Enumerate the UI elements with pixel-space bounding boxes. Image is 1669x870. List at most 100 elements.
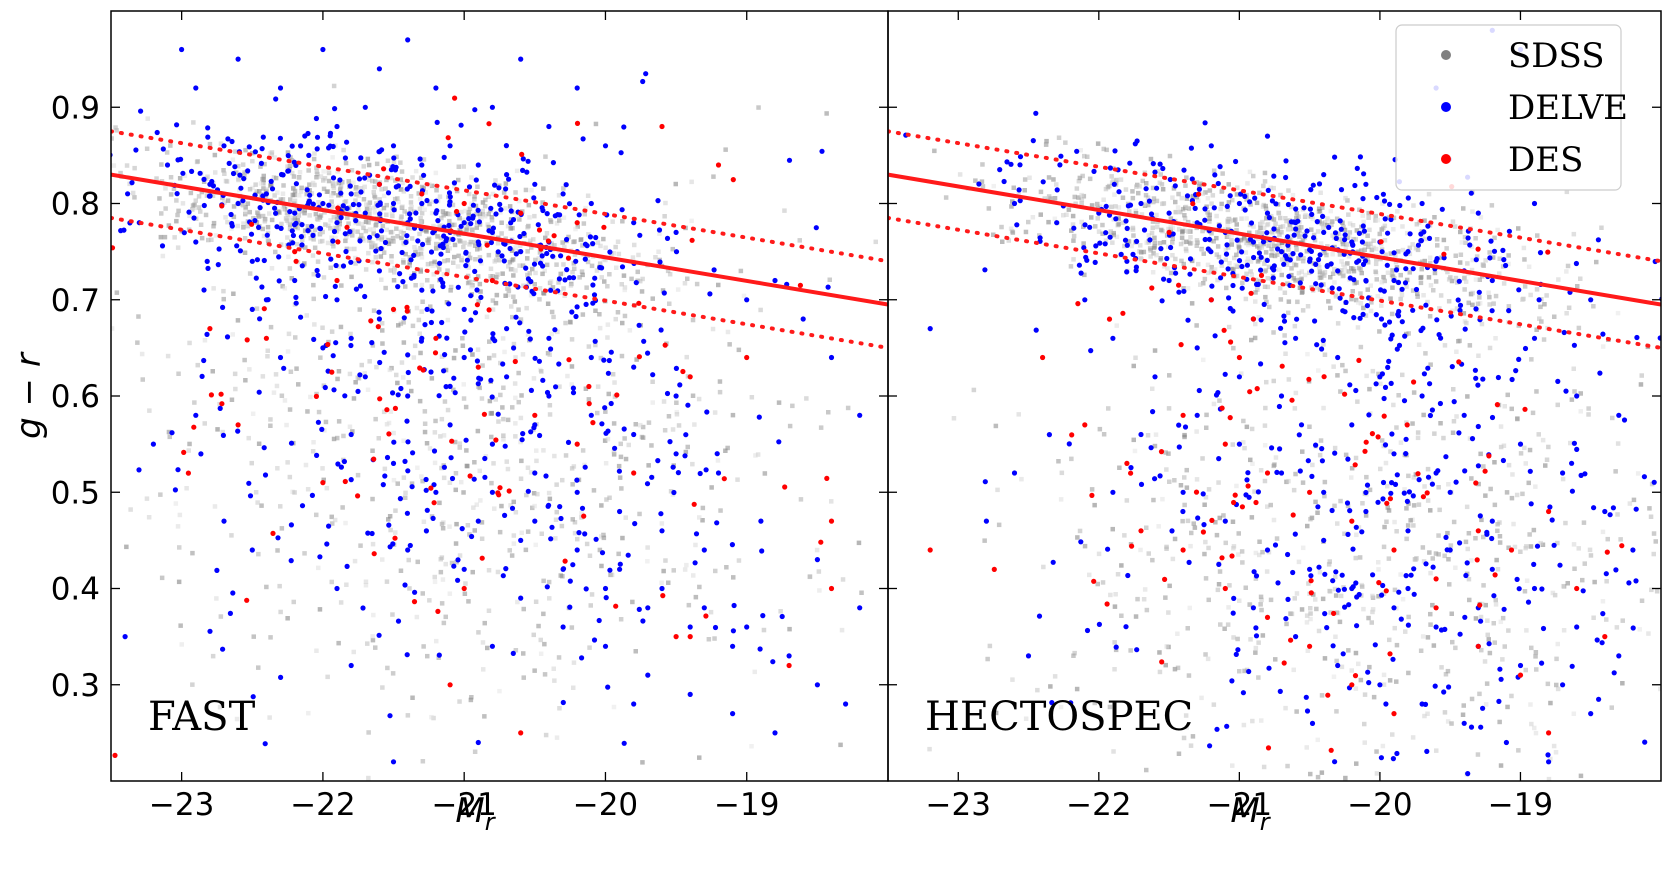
sdss-bin [303, 462, 309, 468]
delve-point [548, 287, 554, 293]
sdss-bin [1097, 229, 1102, 234]
sdss-bin [1218, 206, 1223, 212]
delve-point [382, 473, 388, 479]
sdss-bin [1253, 277, 1259, 283]
sdss-bin [523, 187, 529, 193]
sdss-bin [611, 704, 617, 710]
delve-point [1036, 613, 1043, 619]
sdss-bin [1315, 510, 1320, 515]
sdss-bin [398, 216, 404, 221]
sdss-bin [362, 371, 367, 376]
sdss-bin [1165, 266, 1170, 271]
sdss-bin [1544, 293, 1549, 298]
sdss-bin [456, 164, 461, 169]
delve-point [574, 477, 580, 483]
sdss-bin [532, 503, 537, 509]
sdss-bin [1155, 224, 1160, 230]
sdss-bin [102, 204, 107, 209]
sdss-bin [1194, 194, 1200, 200]
sdss-bin [330, 521, 335, 526]
sdss-bin [1425, 498, 1431, 503]
delve-point [1293, 335, 1299, 341]
sdss-bin [551, 666, 556, 671]
des-point [420, 367, 426, 373]
sdss-bin [257, 189, 262, 194]
sdss-bin [1035, 687, 1040, 693]
sdss-bin [1588, 553, 1594, 558]
sdss-bin [1211, 702, 1217, 707]
des-point [614, 392, 620, 398]
sdss-bin [433, 246, 439, 251]
sdss-bin [1391, 215, 1397, 221]
delve-point [391, 439, 397, 445]
sdss-bin [1115, 572, 1121, 577]
sdss-bin [575, 536, 580, 542]
sdss-bin [405, 713, 411, 718]
sdss-bin [469, 175, 474, 180]
sdss-bin [555, 329, 560, 335]
delve-point [1456, 430, 1462, 436]
sdss-bin [273, 175, 279, 181]
sdss-bin [1358, 248, 1364, 253]
sdss-bin [1187, 605, 1192, 611]
sdss-bin [1421, 412, 1426, 418]
des-point [689, 237, 695, 243]
sdss-bin [700, 518, 705, 523]
sdss-bin [1340, 362, 1345, 368]
sdss-bin [1268, 597, 1274, 603]
sdss-bin [1226, 605, 1231, 610]
sdss-bin [1362, 692, 1368, 697]
sdss-bin [1422, 484, 1427, 489]
delve-point [1285, 201, 1291, 208]
des-point [744, 354, 750, 361]
delve-point [565, 439, 572, 445]
sdss-bin [1359, 256, 1365, 261]
sdss-bin [1467, 597, 1472, 603]
sdss-bin [422, 409, 428, 414]
sdss-bin [318, 174, 324, 179]
sdss-bin [1500, 264, 1506, 269]
delve-point [125, 191, 131, 197]
sdss-bin [455, 264, 461, 269]
delve-point [397, 271, 403, 277]
sdss-bin [367, 200, 373, 205]
sdss-bin [1478, 215, 1484, 220]
delve-point [1138, 200, 1144, 207]
delve-point [288, 522, 294, 528]
sdss-bin [1353, 686, 1359, 691]
delve-point [362, 374, 368, 380]
sdss-bin [578, 237, 583, 243]
sdss-bin [1300, 258, 1306, 264]
delve-point [252, 149, 258, 155]
sdss-bin [356, 376, 362, 381]
delve-point [186, 209, 192, 215]
sdss-bin [1529, 721, 1534, 727]
sdss-bin [1258, 594, 1264, 600]
delve-point [1405, 528, 1411, 534]
sdss-bin [534, 458, 539, 464]
delve-point [169, 430, 175, 436]
delve-point [1457, 540, 1463, 546]
des-point [828, 585, 835, 592]
sdss-bin [128, 507, 133, 512]
sdss-bin [1159, 227, 1164, 233]
sdss-bin [1370, 368, 1376, 374]
sdss-bin [1347, 233, 1352, 239]
delve-point [1487, 255, 1493, 261]
sdss-bin [1428, 508, 1433, 513]
sdss-bin [277, 583, 282, 589]
sdss-bin [1219, 188, 1225, 194]
sdss-bin [1420, 259, 1425, 264]
sdss-bin [466, 213, 472, 218]
delve-point [1616, 412, 1622, 418]
sdss-bin [371, 227, 376, 232]
sdss-bin [445, 268, 450, 273]
sdss-bin [361, 197, 367, 202]
sdss-bin [1271, 378, 1276, 384]
sdss-bin [1282, 333, 1287, 338]
sdss-bin [1212, 267, 1218, 272]
delve-point [1332, 230, 1339, 236]
sdss-bin [435, 263, 440, 268]
sdss-bin [439, 416, 445, 422]
sdss-bin [1154, 198, 1160, 204]
